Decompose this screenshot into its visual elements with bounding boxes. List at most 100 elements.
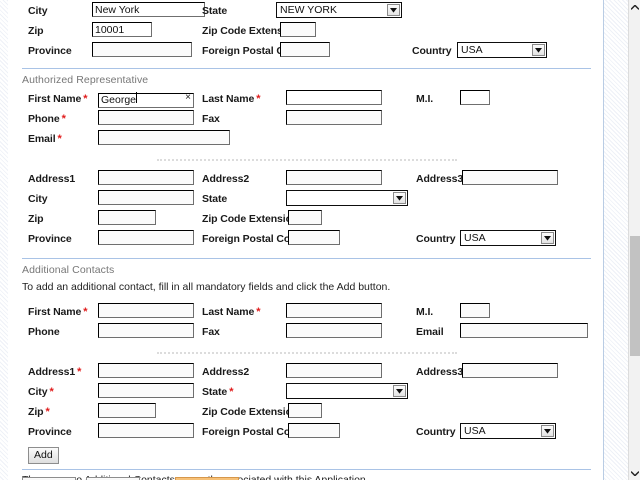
- row-ac-names: First Name * Last Name * M.I.: [20, 302, 593, 322]
- ar-fax-label: Fax: [202, 113, 220, 125]
- ac-country-select[interactable]: USA: [460, 423, 556, 439]
- ar-last-name-label: Last Name *: [202, 93, 261, 105]
- ac-city-label: City *: [28, 386, 54, 398]
- ac-state-label: State *: [202, 386, 234, 398]
- ar-country-select[interactable]: USA: [460, 230, 556, 246]
- section-divider: [22, 68, 591, 69]
- scrollbar-thumb[interactable]: [630, 236, 640, 356]
- chevron-up-icon: [631, 4, 639, 10]
- ar-country-label: Country: [416, 233, 456, 245]
- city-input[interactable]: [92, 2, 205, 17]
- country-label: Country: [412, 45, 452, 57]
- ar-first-name-field[interactable]: ×: [98, 90, 194, 108]
- ar-email-label: Email *: [28, 133, 62, 145]
- authorized-representative-title: Authorized Representative: [22, 74, 149, 86]
- province-input[interactable]: [92, 42, 192, 57]
- ar-last-name-input[interactable]: [286, 90, 382, 105]
- ar-address3-input[interactable]: [462, 170, 558, 185]
- ar-zip-input[interactable]: [98, 210, 156, 225]
- ar-province-input[interactable]: [98, 230, 194, 245]
- ar-foreign-postal-label: Foreign Postal Code: [202, 233, 303, 245]
- business-address-section: City State NEW YORK Zip Zip Code Extensi…: [20, 1, 593, 61]
- required-asterisk: *: [229, 386, 234, 398]
- ac-fax-input[interactable]: [286, 323, 382, 338]
- row-ar-zip: Zip Zip Code Extension: [20, 209, 593, 229]
- ac-address1-input[interactable]: [98, 363, 194, 378]
- form-navigation-buttons: Previous Cancel Continue: [22, 475, 245, 480]
- city-label: City: [28, 5, 48, 17]
- ac-email-input[interactable]: [460, 323, 588, 338]
- ac-address1-label: Address1 *: [28, 366, 82, 378]
- state-select[interactable]: NEW YORK: [276, 2, 402, 18]
- ar-phone-input[interactable]: [98, 110, 194, 125]
- ar-fax-input[interactable]: [286, 110, 382, 125]
- zip-input[interactable]: [92, 22, 152, 37]
- row-zip-zipext: Zip Zip Code Extension: [20, 21, 593, 41]
- ar-state-select[interactable]: [286, 190, 408, 206]
- ac-zip-input[interactable]: [98, 403, 156, 418]
- clear-icon[interactable]: ×: [185, 92, 191, 103]
- row-ac-city-state: City * State *: [20, 382, 593, 402]
- ac-province-label: Province: [28, 426, 72, 438]
- ac-address2-input[interactable]: [286, 363, 382, 378]
- ar-address1-input[interactable]: [98, 170, 194, 185]
- section-divider: [22, 258, 591, 259]
- ar-zip-extension-input[interactable]: [288, 210, 322, 225]
- ar-city-input[interactable]: [98, 190, 194, 205]
- ac-last-name-input[interactable]: [286, 303, 382, 318]
- additional-contacts-instruction: To add an additional contact, fill in al…: [22, 281, 391, 293]
- ac-first-name-label: First Name *: [28, 306, 88, 318]
- row-ar-email: Email *: [20, 129, 593, 149]
- ac-zip-extension-input[interactable]: [288, 403, 322, 418]
- zip-extension-label: Zip Code Extension: [202, 25, 299, 37]
- zip-extension-input[interactable]: [280, 22, 316, 37]
- foreign-postal-code-label: Foreign Postal Code: [202, 45, 303, 57]
- ac-province-input[interactable]: [98, 423, 194, 438]
- ac-city-input[interactable]: [98, 383, 194, 398]
- authorized-representative-section: Authorized Representative First Name* × …: [20, 69, 593, 249]
- additional-contacts-title: Additional Contacts: [22, 264, 115, 276]
- required-asterisk: *: [83, 306, 88, 318]
- ar-foreign-postal-input[interactable]: [288, 230, 340, 245]
- required-asterisk: *: [49, 386, 54, 398]
- ac-email-label: Email: [416, 326, 444, 338]
- add-contact-button[interactable]: Add: [28, 447, 59, 464]
- ac-zip-label: Zip *: [28, 406, 50, 418]
- ac-phone-label: Phone: [28, 326, 60, 338]
- chevron-down-icon: [393, 385, 406, 397]
- scroll-down-button[interactable]: [629, 466, 640, 480]
- ar-email-input[interactable]: [98, 130, 230, 145]
- ar-address3-label: Address3: [416, 173, 464, 185]
- chevron-down-icon: [631, 470, 639, 476]
- dotted-separator: [156, 352, 457, 354]
- dotted-separator: [156, 159, 457, 161]
- row-ac-province-country: Province Foreign Postal Code Country USA: [20, 422, 593, 442]
- ac-first-name-input[interactable]: [98, 303, 194, 318]
- ac-foreign-postal-input[interactable]: [288, 423, 340, 438]
- country-select-value: USA: [461, 44, 483, 56]
- ar-first-name-label: First Name *: [28, 93, 88, 105]
- ar-province-label: Province: [28, 233, 72, 245]
- ac-address3-input[interactable]: [462, 363, 558, 378]
- ac-phone-input[interactable]: [98, 323, 194, 338]
- ar-zip-label: Zip: [28, 213, 44, 225]
- additional-contacts-section: Additional Contacts To add an additional…: [20, 259, 593, 480]
- vertical-scrollbar[interactable]: [628, 0, 640, 480]
- row-ar-province-country: Province Foreign Postal Code Country USA: [20, 229, 593, 249]
- ar-first-name-input[interactable]: [98, 92, 194, 108]
- scroll-up-button[interactable]: [629, 0, 640, 14]
- country-select[interactable]: USA: [457, 42, 547, 58]
- ac-mi-input[interactable]: [460, 303, 490, 318]
- row-ac-phone-fax-email: Phone Fax Email: [20, 322, 593, 342]
- required-asterisk: *: [45, 406, 50, 418]
- state-select-value: NEW YORK: [280, 4, 337, 16]
- ar-mi-input[interactable]: [460, 90, 490, 105]
- ar-address2-input[interactable]: [286, 170, 382, 185]
- text-caret: [136, 92, 137, 103]
- foreign-postal-code-input[interactable]: [280, 42, 330, 57]
- ac-country-select-value: USA: [464, 425, 486, 437]
- ac-zip-extension-label: Zip Code Extension: [202, 406, 299, 418]
- ac-state-select[interactable]: [286, 383, 408, 399]
- row-ar-city-state: City State: [20, 189, 593, 209]
